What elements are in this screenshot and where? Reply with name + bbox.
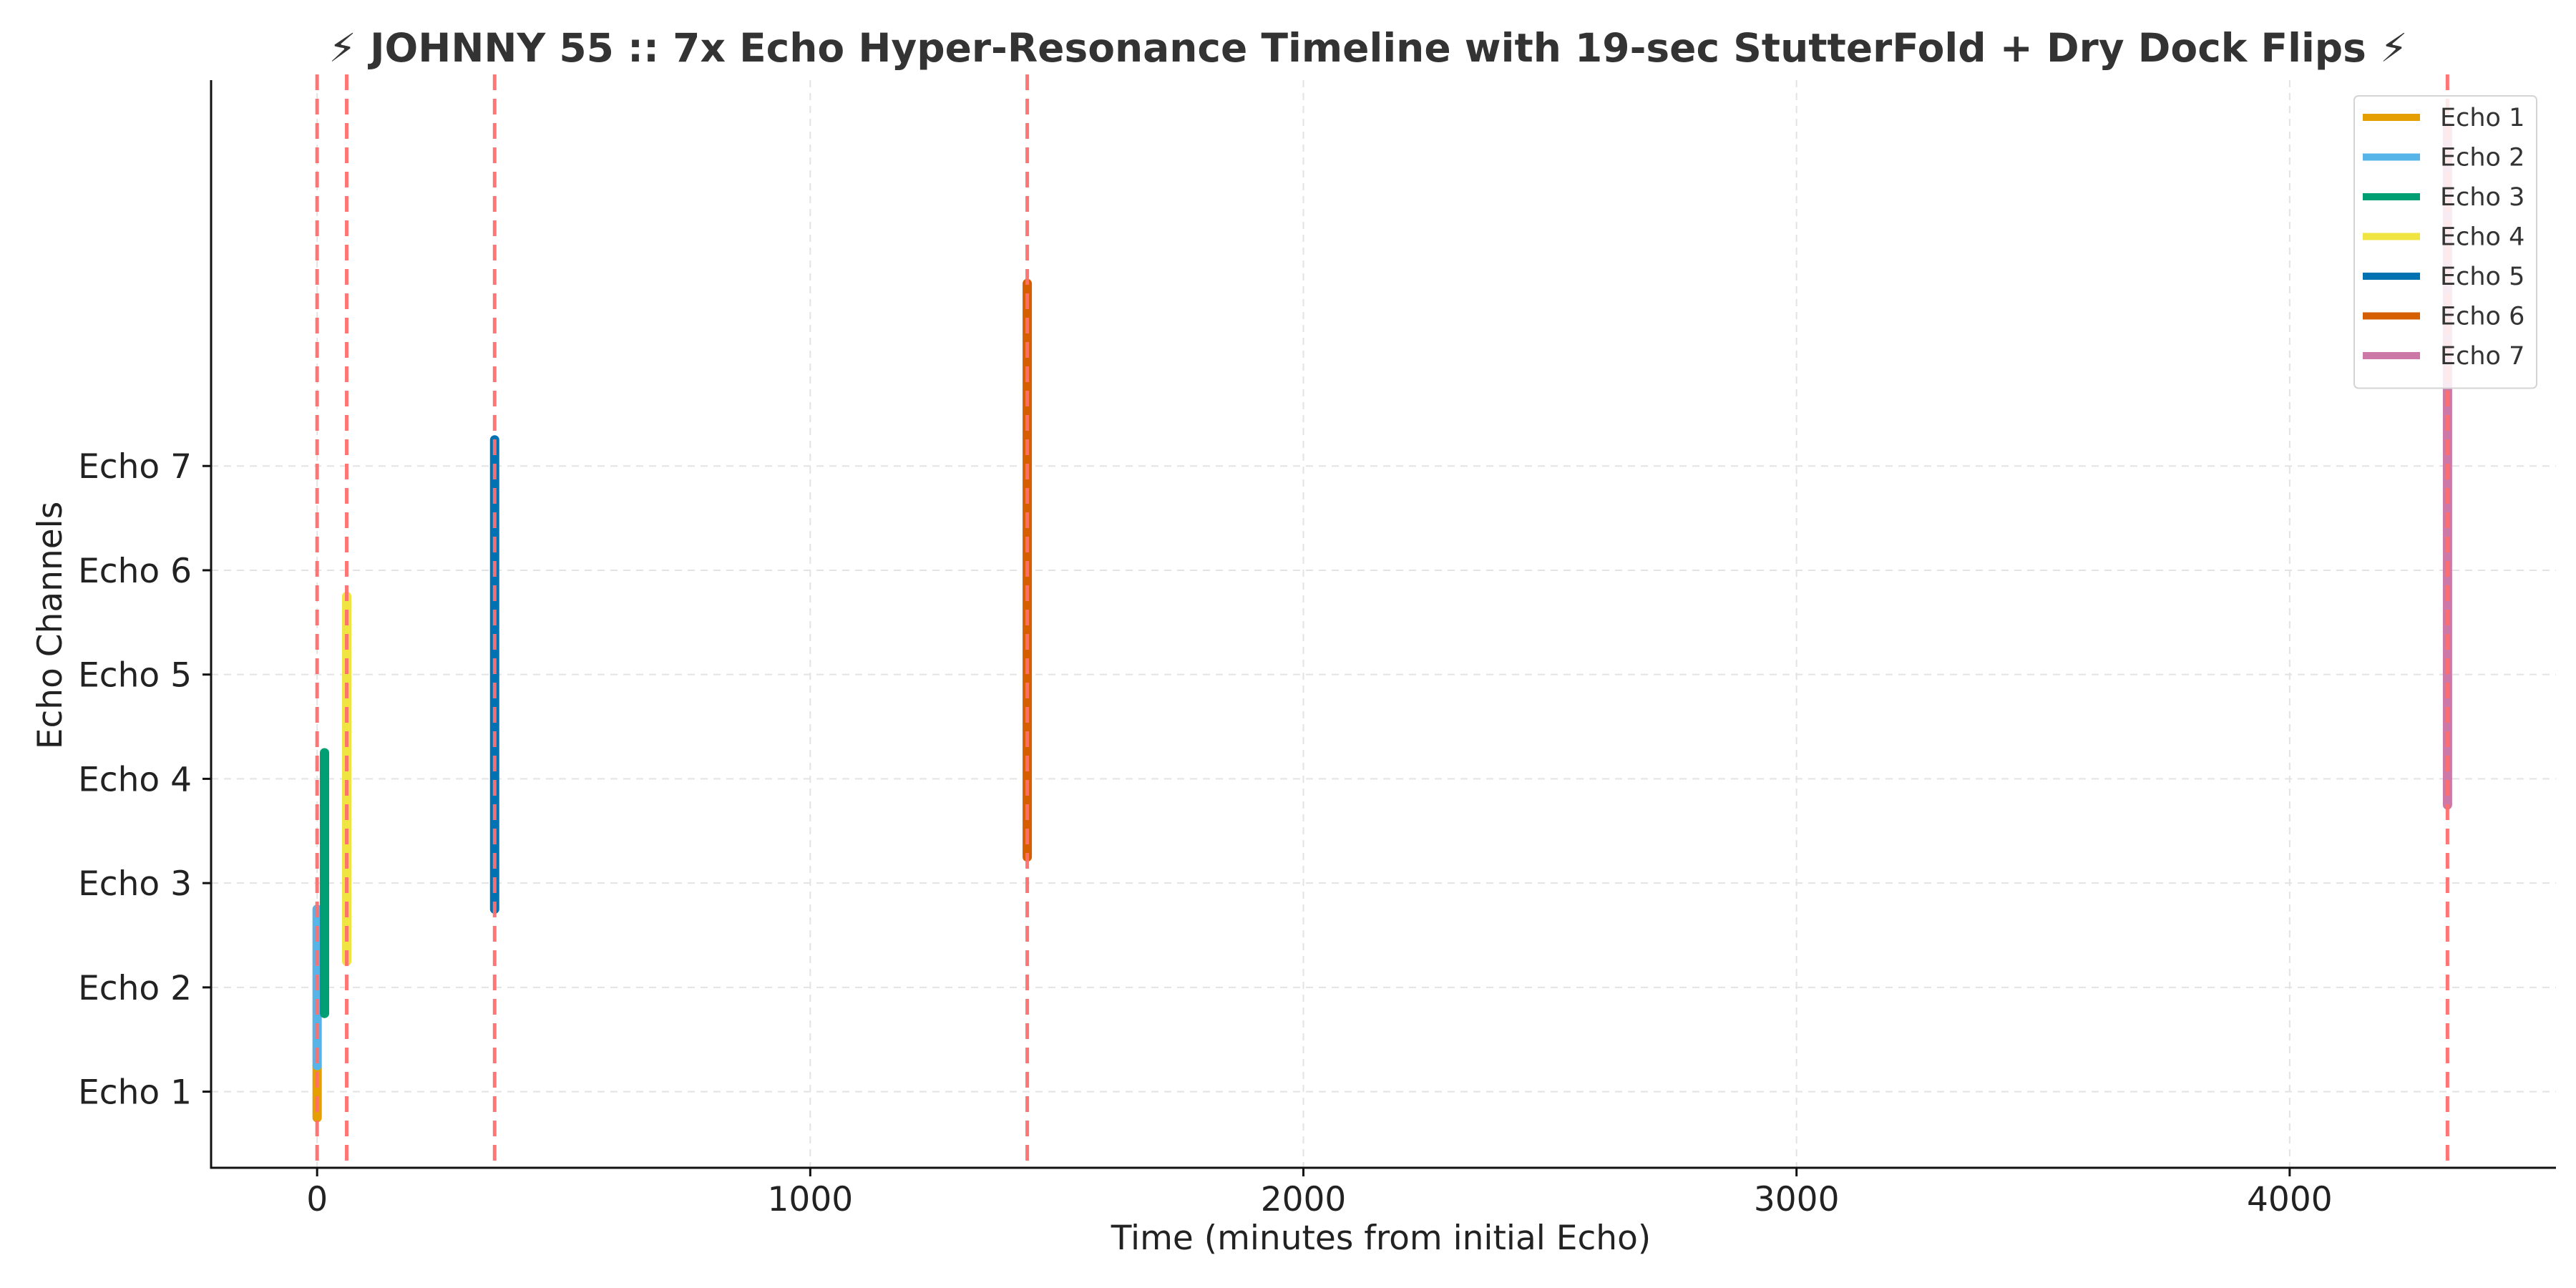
- marker-lines: [315, 74, 2449, 1168]
- legend-label: Echo 7: [2440, 342, 2524, 371]
- y-tick-label: Echo 7: [78, 447, 192, 487]
- x-tick-label: 0: [306, 1180, 328, 1219]
- ticks-layer: 0 1000 2000 3000 4000 Echo 1 Echo 2 Echo 3 Echo …: [78, 447, 2333, 1219]
- legend-label: Echo 4: [2440, 223, 2524, 252]
- y-tick-label: Echo 5: [78, 656, 192, 696]
- y-tick-label: Echo 6: [78, 552, 192, 591]
- legend-label: Echo 1: [2440, 104, 2524, 132]
- x-tick-label: 2000: [1261, 1180, 1347, 1219]
- legend-label: Echo 2: [2440, 144, 2524, 172]
- x-tick-label: 4000: [2247, 1180, 2333, 1219]
- chart-title: ⚡ JOHNNY 55 :: 7x Echo Hyper-Resonance T…: [328, 25, 2407, 71]
- legend-label: Echo 6: [2440, 303, 2524, 331]
- y-axis-label: Echo Channels: [31, 502, 70, 749]
- legend-label: Echo 3: [2440, 183, 2524, 212]
- legend: Echo 1 Echo 2 Echo 3 Echo 4 Echo 5 Echo 6 Echo…: [2353, 95, 2537, 389]
- x-tick-label: 1000: [768, 1180, 854, 1219]
- legend-label: Echo 5: [2440, 263, 2524, 291]
- y-tick-label: Echo 4: [78, 760, 192, 799]
- x-tick-label: 3000: [1754, 1180, 1840, 1219]
- x-axis-label: Time (minutes from initial Echo): [1111, 1219, 1651, 1258]
- grid-layer: [211, 80, 2556, 1168]
- y-tick-label: Echo 1: [78, 1073, 192, 1113]
- y-tick-label: Echo 2: [78, 969, 192, 1008]
- y-tick-label: Echo 3: [78, 864, 192, 904]
